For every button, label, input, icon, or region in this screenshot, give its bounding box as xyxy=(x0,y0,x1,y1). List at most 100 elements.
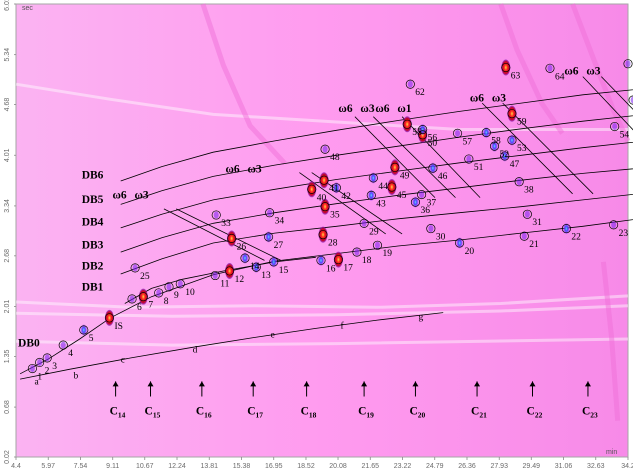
carbon-number-label: C18 xyxy=(301,406,317,420)
omega-label: ω3 xyxy=(247,164,261,176)
omega-label: ω3 xyxy=(586,65,600,77)
peak-marker xyxy=(500,151,510,161)
carbon-subscript: 18 xyxy=(309,411,317,420)
x-tick-label: 16.95 xyxy=(265,463,283,470)
peak-label: 51 xyxy=(474,163,484,173)
peak-spot-medium xyxy=(429,162,437,174)
peak-spot-medium xyxy=(501,150,508,162)
peak-marker xyxy=(418,130,428,140)
peak-label: 16 xyxy=(326,264,336,274)
peak-label: 48 xyxy=(330,153,340,163)
peak-spot-minor xyxy=(612,123,618,131)
x-tick-label: 26.36 xyxy=(458,463,476,470)
peak-spot-major xyxy=(318,226,328,243)
peak-label: 37 xyxy=(427,199,437,209)
peak-label: 23 xyxy=(619,229,629,239)
peak-spot-major xyxy=(507,105,517,122)
y-tick-label: 4.68 xyxy=(4,98,11,112)
x-tick-label: 20.08 xyxy=(329,463,347,470)
peak-marker xyxy=(368,173,378,183)
peak-label: IS xyxy=(114,322,122,332)
carbon-number-label: C22 xyxy=(527,406,543,420)
peak-label: 49 xyxy=(400,171,410,181)
peak-spot-medium xyxy=(270,256,277,268)
x-tick-label: 5.97 xyxy=(41,463,55,470)
y-tick-label: 4.01 xyxy=(4,148,11,162)
peak-marker xyxy=(405,79,415,89)
carbon-subscript: 16 xyxy=(204,411,212,420)
y-tick-label: 2.68 xyxy=(4,249,11,263)
peak-label: 36 xyxy=(420,206,430,216)
peak-marker xyxy=(522,209,532,219)
peak-blobs xyxy=(29,59,633,373)
peak-marker xyxy=(417,190,427,200)
peak-spot-major xyxy=(227,230,237,247)
series-letter-label: b xyxy=(74,371,79,381)
peak-label: 13 xyxy=(261,271,271,281)
peak-spot-minor xyxy=(129,295,135,303)
peak-spot-minor xyxy=(611,221,617,229)
carbon-subscript: 20 xyxy=(418,411,426,420)
peak-label: 12 xyxy=(235,275,245,285)
peak-label: 7 xyxy=(148,301,153,311)
peak-spot-major xyxy=(320,198,330,215)
peak-spot-minor xyxy=(419,191,425,199)
peak-marker xyxy=(418,124,428,135)
db-label: DB4 xyxy=(82,217,104,229)
peak-marker xyxy=(464,154,474,164)
peak-spot-medium xyxy=(265,231,272,243)
peak-spot-minor xyxy=(630,96,633,104)
peak-spot-major xyxy=(501,59,511,76)
x-tick-label: 34.2 xyxy=(621,463,633,470)
peak-marker xyxy=(265,208,275,218)
peak-spot-minor xyxy=(166,283,172,291)
x-tick-label: 31.06 xyxy=(555,463,573,470)
peak-spot-major xyxy=(387,179,397,196)
peak-marker xyxy=(42,353,52,363)
peak-spot-minor xyxy=(213,211,219,219)
peak-label: 57 xyxy=(463,137,473,147)
omega-guide-line xyxy=(502,102,594,195)
peak-marker xyxy=(402,119,412,129)
peak-marker xyxy=(127,294,137,304)
omega-label: ω6 xyxy=(564,65,578,77)
peak-marker xyxy=(519,231,529,241)
omega-label: ω3 xyxy=(360,103,374,115)
peak-spot-major xyxy=(333,251,343,268)
omega-label: ω6 xyxy=(470,93,484,105)
peak-label: 55 xyxy=(412,128,422,138)
peak-spot-major xyxy=(319,172,329,189)
carbon-subscript: 15 xyxy=(153,411,161,420)
background-streak xyxy=(570,3,631,142)
carbon-subscript: 23 xyxy=(590,411,598,420)
peak-marker xyxy=(79,325,89,335)
peak-label: 10 xyxy=(185,288,195,298)
omega-guide-line xyxy=(481,102,573,195)
peak-marker xyxy=(545,63,555,73)
peak-label: 21 xyxy=(529,240,539,250)
peak-label: 2 xyxy=(45,366,50,376)
peak-spot-minor xyxy=(524,210,530,218)
peak-spot-medium xyxy=(253,261,260,273)
peak-spot-medium xyxy=(491,140,498,152)
background-streak xyxy=(498,3,565,135)
peak-label: 19 xyxy=(382,249,392,259)
curve-db4 xyxy=(120,141,633,229)
x-tick-label: 10.67 xyxy=(136,463,154,470)
peak-spot-minor xyxy=(428,225,434,233)
carbon-number-label: C21 xyxy=(471,406,487,420)
y-tick-label: 1.35 xyxy=(4,349,11,363)
peak-label: 46 xyxy=(438,172,448,182)
peak-marker xyxy=(269,257,279,267)
peak-label: 56 xyxy=(428,134,438,144)
peak-marker xyxy=(333,255,343,265)
y-tick-label: 0.02 xyxy=(4,450,11,464)
curve-db6 xyxy=(120,89,633,182)
peak-circles xyxy=(27,59,633,374)
x-tick-label: 12.24 xyxy=(168,463,186,470)
peak-label: 8 xyxy=(164,297,169,307)
peak-marker xyxy=(609,220,619,230)
peak-spot-minor xyxy=(354,248,360,256)
peak-marker xyxy=(610,121,620,132)
peak-label: 14 xyxy=(250,262,260,272)
